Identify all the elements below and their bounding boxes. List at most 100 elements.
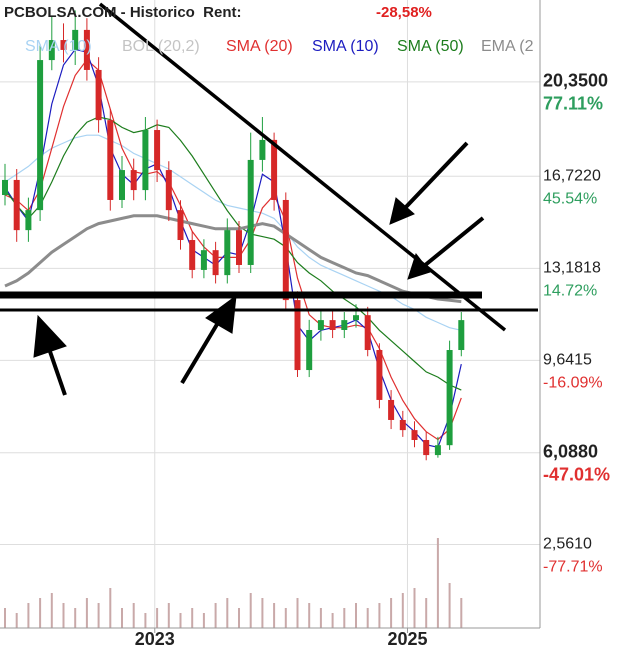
indicator-line [4, 214, 462, 304]
legend: SMA (10) BOL (20,2) SMA (20) SMA (10) SMA (5… [25, 38, 534, 55]
candle-body [306, 329, 313, 371]
volume-bar [284, 608, 287, 628]
volume-bar [319, 608, 322, 628]
volume-bar [4, 608, 6, 628]
volume-bar [296, 598, 299, 628]
y-tick-label: 2,5610 [543, 536, 592, 553]
y-tick-label: 13,1818 [543, 260, 601, 277]
candle-body [353, 315, 359, 321]
grid [0, 0, 540, 633]
volume-bar [331, 613, 334, 628]
indicator-lines [4, 48, 462, 448]
volume-bar [167, 603, 170, 628]
candle-body [399, 419, 406, 431]
volume-bar [179, 613, 182, 628]
volume-bar [366, 608, 369, 628]
volume-bar [308, 603, 311, 628]
volume-bar [27, 603, 30, 628]
legend-entry: SMA (50) [397, 38, 464, 55]
volume-bar [378, 603, 381, 628]
rent-value: -28,58% [376, 4, 432, 21]
y-tick-percent: 45.54% [543, 190, 597, 207]
volume-bar [273, 603, 276, 628]
candle-body [294, 300, 301, 371]
volume-bar [85, 598, 88, 628]
volume-bar [448, 583, 451, 628]
volume-bar [343, 608, 346, 628]
arrow [180, 314, 224, 385]
candle-body [119, 170, 125, 200]
volume-bar [62, 603, 65, 628]
candle-body [236, 230, 242, 265]
volume-bar [355, 603, 357, 628]
candle-body [72, 29, 79, 50]
candle-body [341, 320, 348, 330]
volume-bar [15, 613, 18, 628]
arrow [403, 141, 469, 210]
candle-body [177, 210, 184, 241]
candle-body [434, 445, 441, 456]
candle-body [423, 439, 430, 456]
volume-bar [202, 613, 205, 628]
candle-body [130, 170, 137, 191]
candle-body [95, 69, 102, 121]
legend-entry: SMA (20) [226, 38, 293, 55]
y-tick-percent: -47.01% [543, 465, 610, 485]
volume-bar [39, 598, 42, 628]
indicator-line [4, 58, 462, 441]
candle-body [60, 40, 67, 50]
legend-entry: SMA (10) [312, 38, 379, 55]
candle-body [458, 320, 465, 351]
y-tick-percent: 77.11% [543, 94, 603, 114]
legend-entry: SMA (10) [25, 38, 92, 55]
volume-bar [121, 608, 123, 628]
volume-bar [132, 603, 135, 628]
y-tick-label: 16,7220 [543, 167, 601, 184]
candle-body [224, 230, 231, 276]
indicator-line [4, 48, 462, 448]
volume-bar [425, 598, 428, 628]
candle-body [83, 29, 90, 70]
candle-body [13, 179, 20, 231]
candle-body [282, 199, 289, 301]
volume-bar [50, 593, 53, 628]
volume-bar [261, 598, 264, 628]
y-tick-percent: 14.72% [543, 283, 597, 300]
candle-body [2, 179, 8, 196]
volume-bar [401, 593, 404, 628]
arrow-head [33, 314, 67, 358]
chart-title: PCBOLSA.COM - Historico Rent: [4, 4, 242, 21]
volume-bar [390, 598, 393, 628]
candle-body [142, 130, 149, 191]
arrow-head [389, 197, 415, 225]
volume-bar [460, 598, 463, 628]
volume-bar [226, 598, 229, 628]
candle-body [37, 60, 44, 211]
legend-entry: EMA (2 [481, 38, 534, 55]
candle-body [247, 159, 254, 265]
arrow-head [205, 294, 237, 334]
candle-body [376, 350, 383, 400]
volume-bar [413, 588, 416, 628]
volume-bar [144, 613, 147, 628]
volume-bar [97, 603, 100, 628]
candle-body [388, 399, 395, 420]
trend-line [98, 2, 507, 332]
candle-body [25, 210, 32, 231]
y-tick-percent: -77.71% [543, 559, 603, 576]
y-tick-label: 9,6415 [543, 352, 592, 369]
x-tick-label: 2025 [387, 629, 427, 649]
volume-bar [238, 608, 240, 628]
y-tick-label: 20,3500 [543, 71, 608, 91]
candle-body [154, 130, 161, 171]
candle-body [189, 240, 196, 270]
candles [2, 10, 465, 461]
candle-body [364, 315, 371, 351]
candle-body [317, 320, 324, 330]
candle-body [165, 170, 172, 211]
arrow [422, 216, 485, 268]
candle-body [446, 350, 453, 446]
candle-body [200, 250, 207, 270]
